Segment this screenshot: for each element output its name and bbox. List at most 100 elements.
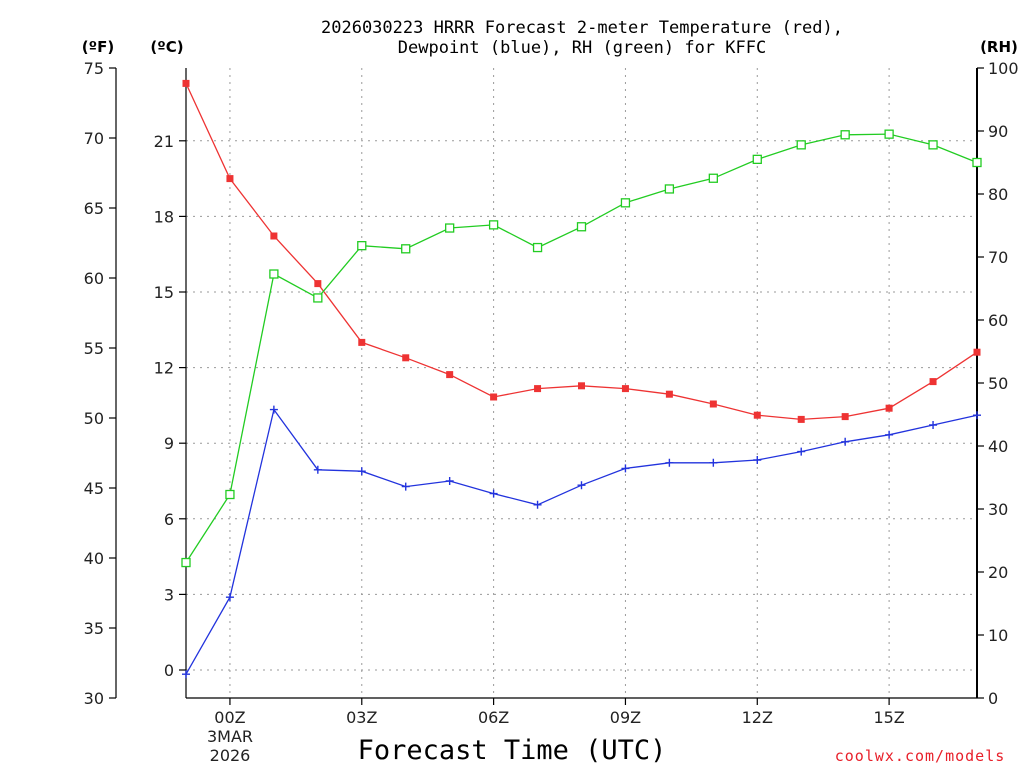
temperature-line (185, 83, 978, 421)
series-layer (181, 79, 982, 679)
temperature-point (753, 411, 761, 419)
rh-tick-label: 50 (988, 374, 1008, 393)
celsius-unit-label: (ºC) (150, 38, 183, 56)
time-tick-label: 06Z (478, 708, 509, 727)
fahrenheit-tick-label: 30 (84, 689, 104, 708)
dewpoint-point (973, 411, 981, 420)
credit-label: coolwx.com/models (835, 747, 1006, 765)
rh-tick-label: 0 (988, 689, 998, 708)
dewpoint-series (182, 405, 981, 679)
rh-point (664, 184, 675, 194)
rh-point (313, 293, 323, 303)
rh-point (752, 154, 762, 165)
rh-point (401, 244, 411, 254)
rh-tick-label: 20 (988, 563, 1008, 582)
fahrenheit-axis: 30 35 40 45 50 55 60 65 70 75 (84, 59, 117, 708)
celsius-tick-label: 21 (154, 132, 174, 151)
dewpoint-point (533, 500, 542, 509)
time-tick-label: 00Z (214, 708, 245, 727)
fahrenheit-tick-label: 65 (84, 199, 104, 218)
rh-point (972, 157, 982, 168)
fahrenheit-unit-label: (ºF) (82, 38, 114, 56)
date-label-year: 2026 (210, 746, 251, 765)
rh-point (269, 269, 279, 279)
chart-title-line2: Dewpoint (blue), RH (green) for KFFC (398, 38, 766, 58)
time-axis: 00Z 03Z 06Z 09Z 12Z 15Z (214, 698, 905, 727)
rh-point (840, 130, 850, 140)
dewpoint-point (621, 464, 630, 473)
temperature-point (314, 280, 322, 288)
rh-tick-label: 90 (988, 122, 1008, 141)
temperature-point (973, 348, 981, 356)
time-tick-label: 12Z (742, 708, 773, 727)
dewpoint-point (753, 456, 762, 464)
temperature-point (182, 79, 190, 87)
celsius-tick-label: 15 (154, 283, 174, 302)
dewpoint-point (445, 477, 454, 485)
dewpoint-point (357, 467, 366, 476)
x-axis-title: Forecast Time (UTC) (358, 735, 667, 766)
rh-tick-label: 100 (988, 59, 1019, 78)
dewpoint-point (225, 593, 234, 602)
fahrenheit-tick-label: 60 (84, 269, 104, 288)
rh-line (185, 133, 978, 563)
temperature-point (534, 385, 542, 393)
dewpoint-point (929, 421, 938, 429)
rh-tick-label: 70 (988, 248, 1008, 267)
fahrenheit-tick-label: 55 (84, 339, 104, 358)
fahrenheit-tick-label: 35 (84, 619, 104, 638)
dewpoint-point (665, 458, 674, 467)
grid-lines (186, 68, 977, 698)
rh-point (708, 173, 718, 183)
temperature-point (841, 413, 849, 421)
dewpoint-point (182, 670, 190, 679)
temperature-point (226, 175, 234, 183)
temperature-point (446, 371, 454, 379)
rh-point (532, 242, 543, 253)
fahrenheit-tick-label: 45 (84, 479, 104, 498)
fahrenheit-tick-label: 50 (84, 409, 104, 428)
rh-point (928, 140, 938, 150)
rh-tick-label: 10 (988, 626, 1008, 645)
time-tick-label: 03Z (346, 708, 377, 727)
temperature-point (709, 400, 717, 408)
temperature-series (182, 79, 981, 423)
rh-point (796, 140, 806, 150)
celsius-tick-label: 0 (164, 661, 174, 680)
temperature-point (621, 385, 629, 393)
fahrenheit-tick-label: 70 (84, 129, 104, 148)
dewpoint-point (885, 430, 894, 439)
fahrenheit-tick-label: 40 (84, 549, 104, 568)
time-tick-label: 15Z (873, 708, 904, 727)
temperature-point (490, 393, 498, 401)
temperature-point (929, 378, 937, 386)
celsius-tick-label: 18 (154, 207, 174, 226)
dewpoint-point (841, 437, 850, 446)
dewpoint-line (185, 408, 978, 675)
rh-point (357, 241, 367, 251)
celsius-tick-label: 9 (164, 434, 174, 453)
fahrenheit-tick-label: 75 (84, 59, 104, 78)
dewpoint-point (577, 481, 586, 490)
rh-axis: 0 10 20 30 40 50 60 70 80 90 100 (977, 59, 1019, 708)
temperature-point (885, 404, 893, 412)
rh-point (576, 222, 587, 232)
celsius-tick-label: 3 (164, 585, 174, 604)
dewpoint-point (797, 447, 806, 456)
rh-point (620, 198, 631, 208)
temperature-point (578, 382, 585, 390)
dewpoint-point (313, 465, 322, 474)
celsius-tick-label: 12 (154, 359, 174, 378)
rh-tick-label: 30 (988, 500, 1008, 519)
rh-tick-label: 80 (988, 185, 1008, 204)
dewpoint-point (401, 482, 410, 491)
temperature-point (797, 415, 805, 423)
dewpoint-point (489, 489, 498, 498)
rh-point (445, 223, 455, 233)
temperature-point (358, 338, 366, 346)
chart-title-line1: 2026030223 HRRR Forecast 2-meter Tempera… (321, 18, 843, 38)
temperature-point (402, 354, 410, 362)
rh-series (181, 129, 982, 568)
rh-tick-label: 60 (988, 311, 1008, 330)
rh-point (884, 129, 894, 139)
